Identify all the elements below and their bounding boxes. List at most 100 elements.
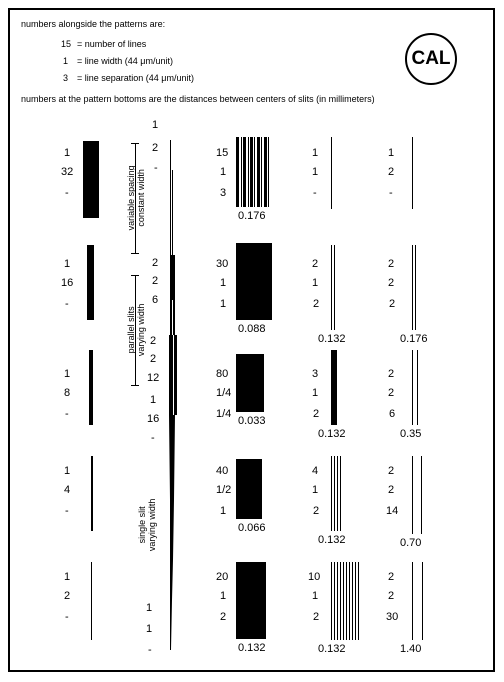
col1-separation: - — [65, 611, 69, 623]
col5-slit-line — [412, 562, 413, 640]
col4-slit-line — [358, 562, 359, 640]
col4-line-width: 1 — [312, 277, 319, 289]
col3-grating-line — [259, 137, 260, 207]
col2-mid3-n: 1 — [150, 394, 157, 406]
col3-distance: 0.033 — [238, 415, 266, 427]
col2-mid2-w: 2 — [150, 353, 157, 365]
col3-grating-block — [236, 354, 264, 412]
col1-num-lines: 1 — [64, 147, 71, 159]
col5-num-lines: 2 — [388, 258, 395, 270]
col4-slit-line — [331, 245, 332, 330]
col1-separation: - — [65, 187, 69, 199]
col4-slit-line — [346, 562, 347, 640]
arrow-tick-3 — [131, 275, 139, 276]
col4-distance: 0.132 — [318, 333, 346, 345]
col5-line-width: 2 — [388, 277, 395, 289]
col4-distance: 0.132 — [318, 534, 346, 546]
col5-num-lines: 2 — [388, 571, 395, 583]
col5-separation: 14 — [386, 505, 399, 517]
col3-grating-line — [261, 137, 263, 207]
col3-grating-line — [256, 137, 259, 207]
chart-frame — [8, 8, 495, 672]
col3-separation: 1 — [220, 505, 227, 517]
col4-slit-line — [337, 456, 338, 531]
col4-line-width: 1 — [312, 484, 319, 496]
col3-line-width: 1 — [220, 590, 227, 602]
col1-slit-bar — [89, 350, 93, 425]
col3-line-width: 1/4 — [216, 387, 232, 399]
col5-num-lines: 1 — [388, 147, 395, 159]
col1-line-width: 8 — [64, 387, 71, 399]
col1-slit-bar — [87, 245, 94, 320]
col3-separation: 3 — [220, 187, 227, 199]
single-slit-label: single slit varying width — [137, 498, 157, 552]
col5-num-lines: 2 — [388, 368, 395, 380]
col3-num-lines: 15 — [216, 147, 229, 159]
col4-slit-line — [331, 456, 332, 531]
col5-line-width: 2 — [388, 590, 395, 602]
legend-key-2: 1 — [63, 56, 69, 66]
col5-distance: 1.40 — [400, 643, 422, 655]
col5-separation: - — [389, 187, 393, 199]
col4-slit-line — [334, 456, 335, 531]
col1-num-lines: 1 — [64, 258, 71, 270]
legend-key-3: 3 — [63, 73, 69, 83]
legend-key-1: 15 — [61, 39, 72, 49]
col5-line-width: 2 — [388, 166, 395, 178]
col3-line-width: 1 — [220, 277, 227, 289]
col5-separation: 6 — [389, 408, 396, 420]
col3-distance: 0.176 — [238, 210, 266, 222]
arrow-tick-2 — [131, 253, 139, 254]
col5-line-width: 2 — [388, 387, 395, 399]
col4-line-width: 1 — [312, 166, 319, 178]
col4-slit-line — [349, 562, 350, 640]
col4-slit-line — [340, 562, 341, 640]
col5-slit-line — [412, 137, 413, 209]
col1-num-lines: 1 — [64, 465, 71, 477]
cal-logo: CAL — [405, 33, 457, 85]
col2-slit-patterns — [169, 140, 177, 650]
col5-slit-line — [415, 245, 416, 330]
col3-grating-line — [247, 137, 249, 207]
col4-separation: 2 — [313, 298, 320, 310]
col4-num-lines: 10 — [308, 571, 321, 583]
col2-parallel-b — [173, 255, 175, 335]
col5-separation: 2 — [389, 298, 396, 310]
col5-distance: 0.70 — [400, 537, 422, 549]
col4-slit-line — [334, 562, 335, 640]
col5-slit-line — [417, 350, 418, 425]
arrow-tick-4 — [131, 385, 139, 386]
col5-slit-line — [422, 562, 423, 640]
col3-grating-line — [265, 137, 267, 207]
col4-slit-line — [355, 562, 356, 640]
col2-parallel-a — [170, 255, 172, 335]
col2-bottom-s: - — [148, 644, 152, 656]
col3-separation: 1/4 — [216, 408, 232, 420]
col3-grating-line — [240, 137, 242, 207]
col3-num-lines: 40 — [216, 465, 229, 477]
variable-spacing-arrow — [135, 143, 136, 253]
col4-slit-line — [331, 137, 332, 209]
col3-separation: 1 — [220, 298, 227, 310]
col3-grating-line — [268, 137, 270, 207]
col5-slit-line — [421, 456, 422, 534]
col3-grating-line — [242, 137, 245, 207]
col5-slit-line — [412, 456, 413, 534]
col5-slit-line — [412, 350, 413, 425]
col2-mid2-s: 12 — [147, 372, 160, 384]
col5-distance: 0.35 — [400, 428, 422, 440]
legend-desc-1: = number of lines — [77, 39, 147, 49]
col2-mid3-w: 16 — [147, 413, 160, 425]
col1-separation: - — [65, 408, 69, 420]
col2-top-w: 2 — [152, 142, 159, 154]
parallel-slits-arrow — [135, 275, 136, 385]
col4-slit-line — [352, 562, 353, 640]
header-line-2: numbers at the pattern bottoms are the d… — [21, 94, 375, 104]
col2-mid3-s: - — [151, 432, 155, 444]
col2-parallel-d — [174, 335, 177, 415]
col3-grating-block — [236, 459, 262, 519]
col1-line-width: 16 — [61, 277, 74, 289]
col2-single-slit — [169, 415, 175, 650]
col1-slit-bar — [91, 456, 93, 531]
col5-num-lines: 2 — [388, 465, 395, 477]
